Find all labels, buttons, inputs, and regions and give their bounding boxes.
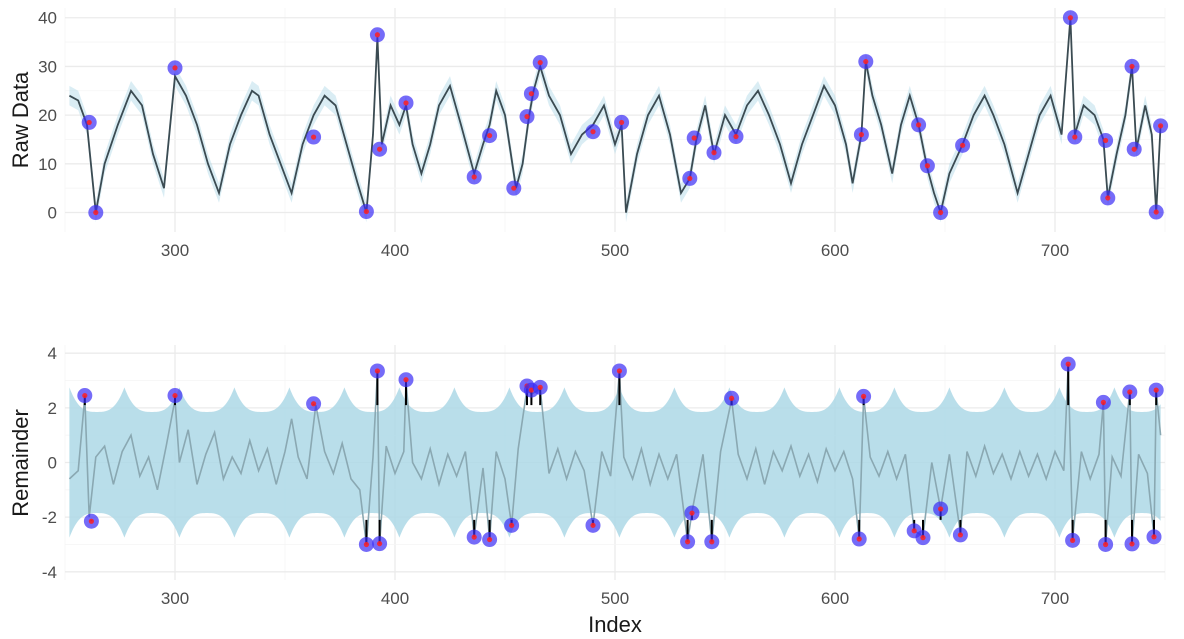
outlier-center (911, 528, 917, 534)
outlier-center (88, 518, 94, 524)
outlier-center (363, 541, 369, 548)
outlier-center (1105, 195, 1111, 201)
y-tick-label: 0 (48, 454, 57, 473)
outlier-center (537, 384, 543, 390)
outlier-center (1070, 537, 1076, 543)
outlier-center (729, 395, 735, 401)
outlier-center (374, 368, 380, 374)
remainder-line (68, 364, 1162, 545)
outlier-center (172, 392, 178, 399)
x-tick-label: 400 (381, 589, 409, 608)
x-tick-label: 700 (1041, 589, 1069, 608)
outlier-center (920, 535, 926, 541)
outlier-center (861, 393, 867, 399)
outlier-center (377, 146, 383, 152)
outlier-center (863, 58, 869, 65)
y-tick-label: 4 (48, 344, 57, 363)
y-tick-label: -2 (42, 508, 57, 527)
outlier-center (689, 510, 695, 516)
outlier-center (528, 387, 535, 393)
outlier-center (1103, 137, 1109, 144)
outlier-center (924, 163, 931, 169)
outlier-center (619, 119, 625, 126)
x-tick-label: 300 (161, 589, 189, 608)
outlier-center (377, 541, 383, 547)
outlier-center (509, 522, 515, 528)
outlier-center (1129, 63, 1135, 70)
x-tick-label: 600 (821, 241, 849, 260)
outlier-center (691, 135, 697, 141)
outlier-center (685, 539, 691, 545)
outlier-center (938, 209, 944, 216)
outlier-center (1129, 541, 1135, 547)
outlier-center (403, 377, 409, 383)
outlier-center (916, 122, 922, 128)
outlier-center (957, 532, 964, 538)
remainder-band (69, 387, 1161, 538)
outlier-center (487, 536, 493, 543)
y-tick-label: 0 (48, 204, 57, 223)
outlier-center (1131, 146, 1137, 152)
grid (64, 8, 1166, 232)
y-axis-title-remainder: Remainder (8, 409, 33, 517)
x-tick-label: 400 (381, 241, 409, 260)
y-tick-label: 40 (38, 9, 57, 28)
outlier-center (590, 129, 596, 135)
outlier-center (1072, 134, 1078, 140)
outlier-center (1065, 361, 1071, 367)
outlier-center (172, 65, 178, 71)
y-tick-label: 2 (48, 399, 57, 418)
outlier-center (487, 132, 493, 139)
outlier-center (733, 133, 739, 140)
x-tick-label: 700 (1041, 241, 1069, 260)
outlier-center (711, 150, 717, 156)
outlier-center (403, 100, 409, 106)
outlier-center (1067, 15, 1073, 21)
y-axis-title-raw: Raw Data (8, 71, 33, 168)
outlier-center (687, 175, 693, 182)
remainder-panel: 300 400 500 600 700 -4 -2 0 2 4 (42, 344, 1166, 608)
y-tick-label: 10 (38, 155, 57, 174)
outlier-center (1158, 123, 1164, 129)
x-axis-title: Index (588, 612, 642, 637)
outlier-center (374, 32, 380, 38)
x-tick-label: 600 (821, 589, 849, 608)
outlier-center (528, 91, 535, 97)
outlier-center (1100, 399, 1106, 405)
outlier-center (311, 134, 317, 140)
y-tick-label: 20 (38, 106, 57, 125)
outlier-center (82, 392, 88, 399)
x-tick-label: 300 (161, 241, 189, 260)
outlier-center (1127, 389, 1133, 395)
x-tick-label: 500 (601, 589, 629, 608)
x-tick-label: 500 (601, 241, 629, 260)
outlier-center (960, 142, 966, 148)
outlier-center (363, 208, 369, 215)
outlier-center (311, 401, 317, 407)
outlier-center (590, 522, 596, 528)
outlier-center (856, 536, 862, 542)
outlier-center (858, 132, 865, 138)
y-tick-label: -4 (42, 563, 57, 582)
outlier-center (471, 534, 477, 540)
outlier-center (1103, 541, 1109, 548)
outlier-center (1151, 534, 1157, 540)
outlier-center (86, 119, 92, 126)
outlier-center (524, 113, 530, 120)
y-tick-label: 30 (38, 57, 57, 76)
outlier-center (616, 368, 623, 374)
raw-data-line (68, 17, 1162, 216)
outlier-center (709, 539, 715, 545)
raw-data-panel: 300 400 500 600 700 0 10 20 30 40 (38, 8, 1169, 260)
outlier-center (511, 185, 517, 191)
outlier-center (1153, 387, 1159, 393)
outlier-center (471, 174, 477, 180)
outlier-center (938, 506, 944, 512)
outlier-center (537, 59, 543, 66)
outlier-center (93, 209, 99, 216)
outlier-center (1153, 209, 1159, 215)
